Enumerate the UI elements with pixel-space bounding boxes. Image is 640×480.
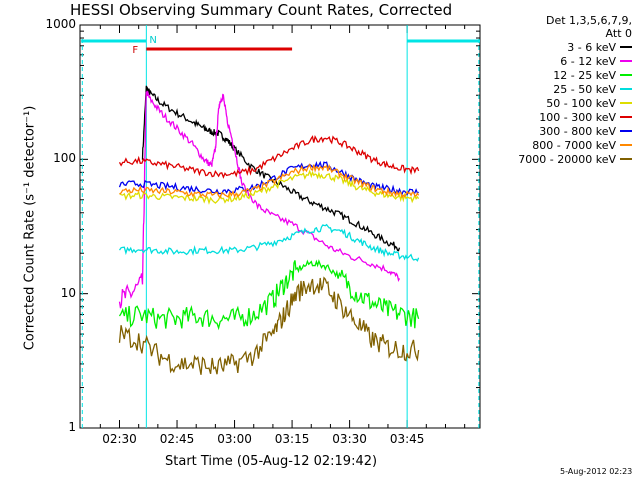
legend-entry: 7000 - 20000 keV	[472, 152, 632, 166]
legend-swatch	[620, 74, 632, 76]
legend-entry: 800 - 7000 keV	[472, 138, 632, 152]
legend-entry: 25 - 50 keV	[472, 82, 632, 96]
legend-entry: 12 - 25 keV	[472, 68, 632, 82]
legend-swatch	[620, 46, 632, 48]
x-tick-label: 02:30	[102, 432, 137, 446]
legend-entry: 6 - 12 keV	[472, 54, 632, 68]
legend-rows: 3 - 6 keV 6 - 12 keV 12 - 25 keV 25 - 50 ke…	[472, 40, 632, 166]
legend-entry-label: 300 - 800 keV	[539, 124, 616, 138]
series-line	[118, 223, 420, 262]
chart-title: HESSI Observing Summary Count Rates, Cor…	[70, 1, 453, 19]
legend-entry-label: 800 - 7000 keV	[532, 138, 616, 152]
legend-header-line-1: Det 1,3,5,6,7,9,	[545, 14, 632, 27]
x-tick-label: 02:45	[159, 432, 195, 446]
y-tick-label: 100	[53, 151, 76, 166]
series-line	[118, 90, 401, 309]
legend-swatch	[620, 130, 632, 132]
y-tick-label: 1000	[45, 17, 76, 31]
legend-entry-label: 50 - 100 keV	[546, 96, 616, 110]
legend-entry-label: 6 - 12 keV	[560, 54, 616, 68]
series-line	[141, 85, 401, 252]
legend-entry: 300 - 800 keV	[472, 124, 632, 138]
x-tick-label: 03:15	[274, 432, 310, 446]
series-line	[119, 169, 420, 205]
series-line	[119, 163, 420, 199]
legend-entry-label: 3 - 6 keV	[567, 40, 616, 54]
legend-swatch	[620, 60, 632, 62]
x-axis-label: Start Time (05-Aug-12 02:19:42)	[165, 454, 378, 469]
series-line	[118, 135, 420, 179]
legend-swatch	[620, 102, 632, 104]
legend-entry-label: 100 - 300 keV	[539, 110, 616, 124]
series-line	[118, 276, 420, 375]
legend-entry-label: 25 - 50 keV	[553, 82, 616, 96]
flag-f-label: F	[132, 45, 138, 56]
x-tick-label: 03:00	[217, 432, 252, 446]
timestamp: 5-Aug-2012 02:23	[560, 467, 633, 476]
y-tick-label: 10	[60, 285, 76, 300]
x-tick-label: 03:45	[389, 432, 425, 446]
legend-entry-label: 7000 - 20000 keV	[518, 152, 616, 166]
legend: Det 1,3,5,6,7,9, Att 0 3 - 6 keV 6 - 12 k…	[472, 14, 632, 166]
series-line	[118, 259, 420, 331]
legend-entry: 50 - 100 keV	[472, 96, 632, 110]
x-tick-label: 03:30	[332, 432, 367, 446]
legend-swatch	[620, 116, 632, 118]
y-axis-label: Corrected Count Rate (s⁻¹ detector⁻¹)	[22, 105, 38, 351]
legend-swatch	[620, 158, 632, 160]
plot-frame	[79, 24, 481, 429]
legend-entry: 100 - 300 keV	[472, 110, 632, 124]
legend-entry: 3 - 6 keV	[472, 40, 632, 54]
legend-swatch	[620, 88, 632, 90]
flag-n-label: N	[149, 35, 156, 46]
legend-swatch	[620, 144, 632, 146]
y-tick-label: 1	[68, 420, 76, 434]
legend-header-line-2: Att 0	[605, 27, 632, 40]
legend-entry-label: 12 - 25 keV	[553, 68, 616, 82]
